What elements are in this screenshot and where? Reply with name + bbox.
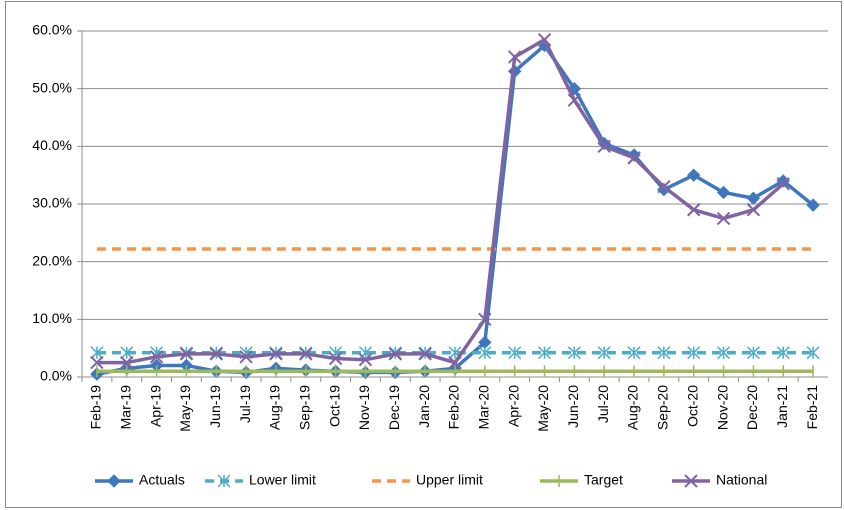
point xyxy=(687,346,701,360)
y-tick-label: 0.0% xyxy=(40,368,72,384)
x-tick-label: Sep-19 xyxy=(297,385,313,430)
legend-label: Lower limit xyxy=(249,472,316,488)
legend-marker xyxy=(107,474,121,488)
point xyxy=(746,203,761,217)
point xyxy=(657,179,671,194)
x-tick-label: Mar-19 xyxy=(117,385,133,430)
point xyxy=(478,346,492,360)
y-tick-label: 20.0% xyxy=(32,252,72,268)
x-tick-label: Apr-20 xyxy=(505,385,521,427)
point xyxy=(507,50,522,64)
point xyxy=(806,346,820,360)
legend-marker xyxy=(217,474,231,488)
point xyxy=(508,346,522,360)
point xyxy=(388,347,403,361)
point xyxy=(299,347,313,361)
point xyxy=(418,347,432,361)
point xyxy=(597,346,611,360)
point xyxy=(567,81,582,96)
point xyxy=(537,346,552,360)
x-tick-label: Feb-21 xyxy=(804,385,820,430)
x-tick-label: Jun-20 xyxy=(565,385,581,428)
point xyxy=(657,346,671,360)
legend-label: Upper limit xyxy=(416,472,483,488)
legend-label: Actuals xyxy=(139,472,185,488)
y-tick-label: 60.0% xyxy=(32,22,72,38)
x-tick-label: Aug-20 xyxy=(625,385,641,430)
point xyxy=(567,93,582,107)
x-tick-label: Oct-19 xyxy=(326,385,342,427)
legend-label: Target xyxy=(584,472,623,488)
y-tick-label: 40.0% xyxy=(32,137,72,153)
point xyxy=(328,351,343,366)
point xyxy=(806,198,820,212)
x-tick-label: Jul-19 xyxy=(237,385,253,423)
point xyxy=(627,151,641,165)
x-tick-label: Mar-20 xyxy=(476,385,492,430)
x-tick-label: Feb-20 xyxy=(446,385,462,430)
point xyxy=(717,346,731,360)
x-tick-label: Jan-21 xyxy=(774,385,790,428)
x-tick-label: May-20 xyxy=(535,385,551,432)
point xyxy=(239,350,253,364)
y-tick-label: 30.0% xyxy=(32,195,72,211)
x-tick-label: Jan-20 xyxy=(416,385,432,428)
x-tick-label: Sep-20 xyxy=(655,385,671,430)
x-tick-label: Apr-19 xyxy=(147,385,163,427)
point xyxy=(627,346,641,360)
x-tick-label: Feb-19 xyxy=(88,385,104,430)
point xyxy=(149,350,164,364)
point xyxy=(597,139,611,154)
y-tick-label: 10.0% xyxy=(32,310,72,326)
point xyxy=(478,312,492,327)
legend-marker xyxy=(684,474,698,488)
x-tick-label: Dec-19 xyxy=(386,385,402,430)
point xyxy=(358,352,373,367)
point xyxy=(209,347,223,361)
x-tick-label: Jul-20 xyxy=(595,385,611,423)
point xyxy=(716,185,731,200)
point xyxy=(776,177,790,191)
point xyxy=(120,355,134,370)
chart-border xyxy=(5,1,842,508)
x-tick-label: Nov-20 xyxy=(714,385,730,430)
x-tick-label: May-19 xyxy=(177,385,193,432)
point xyxy=(716,211,731,226)
point xyxy=(90,355,104,370)
point xyxy=(746,346,760,360)
point xyxy=(179,347,194,361)
point xyxy=(269,347,283,361)
legend-label: National xyxy=(716,472,767,488)
x-tick-label: Dec-20 xyxy=(744,385,760,430)
point xyxy=(687,203,701,217)
x-tick-label: Aug-19 xyxy=(267,385,283,430)
point xyxy=(776,346,790,360)
point xyxy=(90,346,104,360)
point xyxy=(687,168,701,182)
y-tick-label: 50.0% xyxy=(32,79,72,95)
x-tick-label: Oct-20 xyxy=(684,385,700,427)
point xyxy=(537,32,552,47)
x-tick-label: Jun-19 xyxy=(207,385,223,428)
point xyxy=(448,355,462,370)
point xyxy=(746,191,761,205)
point xyxy=(567,346,581,360)
x-tick-label: Nov-19 xyxy=(356,385,372,430)
point xyxy=(120,346,134,360)
